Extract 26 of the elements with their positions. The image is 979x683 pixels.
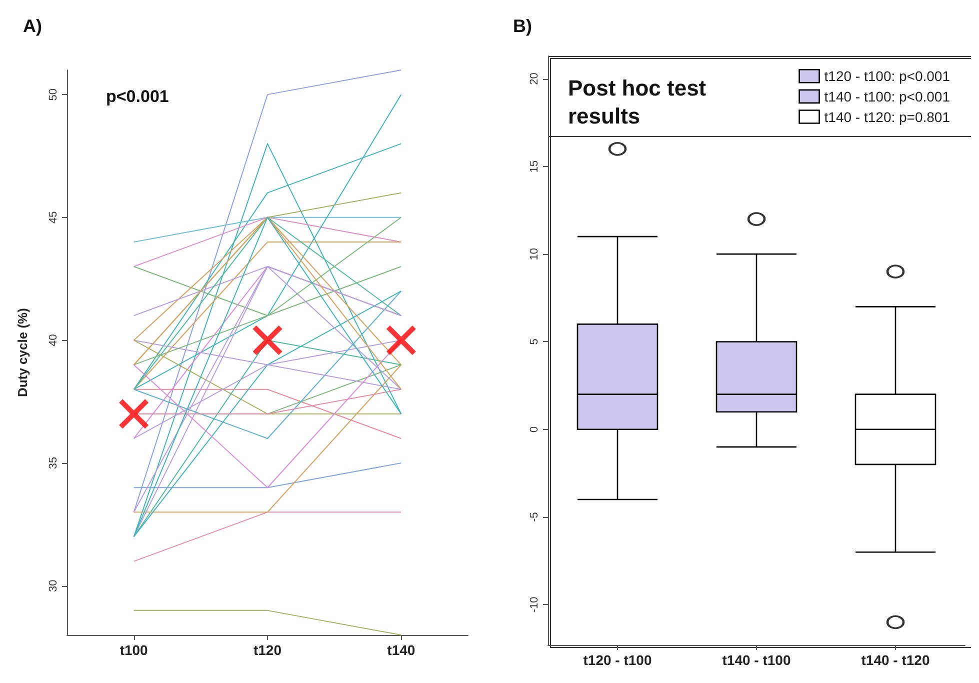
- legend-label: t140 - t100: p<0.001: [824, 88, 950, 104]
- y-axis-title: Duty cycle (%): [15, 308, 30, 397]
- x-tick-label: t120: [253, 642, 282, 658]
- legend-title: Post hoc test results: [568, 76, 712, 128]
- y-tick-label: 30: [48, 580, 60, 592]
- y-tick-label: 5: [528, 338, 540, 345]
- legend-label: t120 - t100: p<0.001: [824, 68, 950, 84]
- x-tick-label: t140 - t100: [722, 652, 791, 668]
- y-tick-label: -10: [528, 596, 540, 613]
- x-tick-label: t140: [387, 642, 416, 658]
- y-tick-label: -5: [528, 512, 540, 522]
- y-tick-label: 50: [48, 88, 60, 101]
- y-tick-label: 45: [48, 211, 60, 224]
- y-tick-label: 40: [48, 334, 60, 346]
- x-tick-label: t120 - t100: [583, 652, 652, 668]
- y-tick-label: 35: [48, 456, 60, 470]
- y-tick-label: 20: [528, 72, 540, 85]
- x-tick-label: t140 - t120: [861, 652, 930, 668]
- chart-title: A): [23, 16, 42, 36]
- legend-label: t140 - t120: p=0.801: [824, 108, 950, 125]
- y-tick-label: 15: [528, 160, 540, 173]
- chart-title: B): [513, 16, 532, 36]
- y-tick-label: 10: [528, 248, 540, 260]
- y-tick-label: 0: [528, 426, 540, 432]
- annotation: p<0.001: [106, 87, 169, 106]
- x-tick-label: t100: [120, 642, 148, 658]
